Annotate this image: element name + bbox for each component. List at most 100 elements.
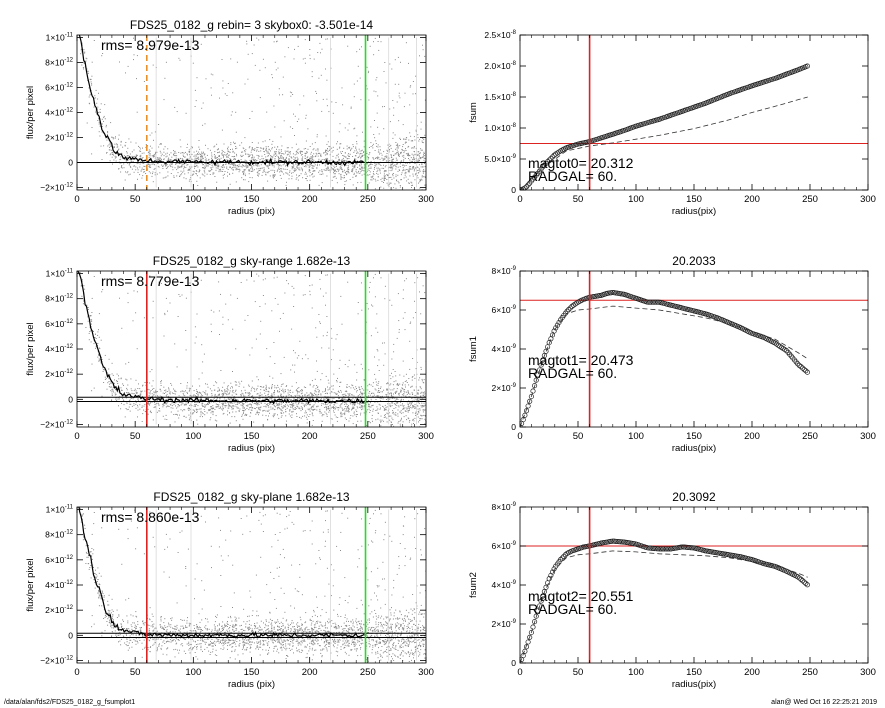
- scatter-point: [126, 393, 128, 395]
- scatter-point: [258, 150, 260, 152]
- scatter-point: [222, 151, 224, 152]
- scatter-point: [163, 151, 165, 153]
- scatter-point: [325, 412, 327, 414]
- scatter-point: [340, 416, 342, 418]
- x-axis-label: radius (pix): [228, 206, 275, 217]
- scatter-point: [218, 390, 220, 392]
- scatter-point: [417, 155, 419, 156]
- scatter-point: [292, 172, 294, 174]
- scatter-point: [312, 165, 314, 167]
- scatter-point: [250, 166, 252, 168]
- scatter-point: [241, 415, 243, 417]
- scatter-point: [421, 164, 423, 166]
- scatter-point: [409, 132, 411, 134]
- scatter-point: [311, 307, 313, 309]
- scatter-point: [182, 164, 184, 165]
- scatter-point: [387, 392, 389, 394]
- scatter-point: [260, 389, 262, 391]
- scatter-point: [137, 178, 138, 180]
- scatter-point: [227, 150, 229, 152]
- scatter-point: [324, 163, 326, 165]
- scatter-point: [418, 168, 420, 170]
- scatter-point: [328, 150, 330, 151]
- scatter-point: [377, 418, 379, 420]
- scatter-point: [302, 170, 303, 172]
- scatter-point: [114, 157, 116, 159]
- scatter-point: [300, 410, 302, 412]
- scatter-point: [339, 147, 341, 149]
- scatter-point: [368, 404, 370, 406]
- scatter-point: [190, 412, 191, 414]
- scatter-point: [243, 165, 245, 166]
- scatter-point: [169, 154, 170, 156]
- scatter-point: [316, 153, 318, 155]
- scatter-point: [182, 390, 184, 392]
- scatter-point: [337, 377, 338, 379]
- scatter-point: [312, 397, 314, 399]
- scatter-point: [231, 394, 233, 396]
- scatter-point: [228, 404, 230, 406]
- scatter-point: [171, 163, 173, 165]
- scatter-point: [327, 167, 329, 169]
- y-tick-label: 8×10-12: [45, 58, 73, 68]
- scatter-point: [360, 407, 362, 409]
- scatter-point: [291, 178, 293, 180]
- scatter-point: [121, 402, 122, 404]
- scatter-point: [102, 289, 104, 291]
- scatter-point: [145, 144, 147, 145]
- scatter-point: [416, 161, 418, 163]
- scatter-point: [280, 156, 281, 158]
- scatter-point: [391, 161, 393, 163]
- scatter-point: [79, 26, 80, 27]
- scatter-point: [305, 416, 307, 418]
- scatter-point: [403, 138, 405, 140]
- scatter-point: [334, 167, 336, 169]
- scatter-point: [343, 159, 345, 161]
- scatter-point: [115, 397, 117, 399]
- scatter-point: [110, 153, 112, 155]
- scatter-point: [372, 145, 374, 147]
- scatter-point: [379, 153, 380, 155]
- scatter-point: [359, 394, 361, 396]
- scatter-point: [370, 166, 372, 168]
- scatter-point: [169, 165, 171, 167]
- scatter-point: [153, 402, 155, 403]
- scatter-point: [418, 158, 420, 160]
- scatter-point: [325, 149, 326, 151]
- y-axis-label: fsum: [468, 102, 479, 123]
- scatter-point: [293, 350, 294, 352]
- scatter-point: [329, 410, 330, 412]
- scatter-point: [374, 37, 376, 39]
- scatter-point: [147, 152, 149, 154]
- scatter-point: [300, 406, 302, 408]
- scatter-point: [234, 164, 236, 166]
- scatter-point: [413, 156, 415, 158]
- scatter-point: [210, 73, 212, 75]
- scatter-point: [89, 331, 91, 332]
- y-tick-label: 6×10-12: [45, 83, 73, 93]
- scatter-point: [292, 153, 294, 155]
- scatter-point: [298, 118, 300, 120]
- scatter-point: [408, 62, 409, 64]
- scatter-point: [161, 164, 163, 166]
- scatter-point: [310, 407, 312, 409]
- scatter-point: [106, 152, 107, 154]
- scatter-point: [275, 406, 276, 408]
- scatter-point: [244, 137, 246, 139]
- scatter-point: [407, 153, 409, 155]
- scatter-point: [309, 285, 311, 287]
- scatter-point: [218, 169, 220, 171]
- scatter-point: [396, 180, 397, 182]
- scatter-point: [386, 175, 388, 177]
- scatter-point: [321, 182, 323, 184]
- scatter-point: [392, 167, 394, 169]
- scatter-point: [216, 399, 218, 401]
- scatter-point: [342, 104, 344, 106]
- scatter-point: [136, 291, 138, 293]
- scatter-point: [356, 151, 358, 153]
- scatter-point: [396, 384, 398, 386]
- scatter-point: [311, 157, 313, 159]
- scatter-point: [288, 158, 290, 160]
- scatter-point: [248, 409, 250, 411]
- scatter-point: [393, 343, 395, 345]
